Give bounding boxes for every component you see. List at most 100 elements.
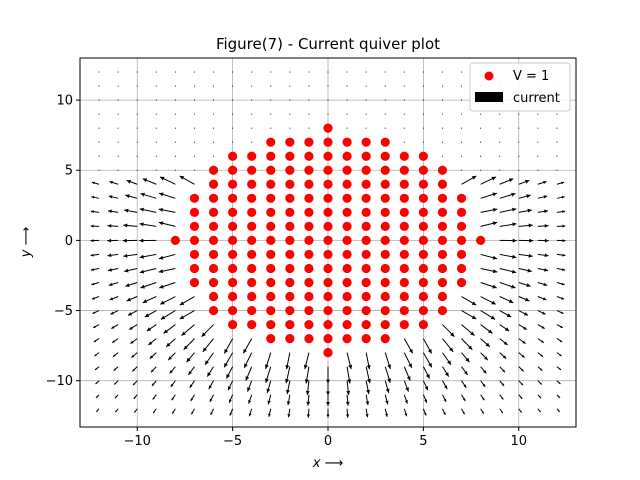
data-point bbox=[266, 334, 276, 344]
quiver-arrow bbox=[460, 141, 463, 143]
quiver-arrowhead bbox=[286, 401, 291, 406]
data-point bbox=[380, 305, 390, 316]
quiver-arrow bbox=[155, 99, 157, 101]
quiver-arrowhead bbox=[365, 401, 370, 406]
quiver-arrow bbox=[537, 127, 539, 129]
legend: V = 1 current bbox=[469, 62, 571, 112]
data-point bbox=[437, 179, 448, 189]
data-point bbox=[323, 235, 333, 245]
quiver-arrowhead bbox=[108, 209, 112, 214]
quiver-arrow bbox=[212, 71, 215, 73]
quiver-arrowhead bbox=[107, 238, 112, 243]
data-point bbox=[208, 193, 219, 203]
data-point bbox=[247, 221, 257, 231]
data-point bbox=[418, 207, 428, 217]
quiver-arrowhead bbox=[90, 268, 95, 271]
quiver-arrowhead bbox=[209, 398, 213, 402]
quiver-arrowhead bbox=[201, 332, 206, 337]
quiver-arrow bbox=[117, 127, 119, 129]
quiver-arrowhead bbox=[125, 283, 130, 287]
data-point bbox=[228, 179, 238, 189]
data-point bbox=[266, 137, 276, 147]
data-point bbox=[323, 305, 333, 316]
quiver-arrow bbox=[537, 155, 539, 157]
data-point bbox=[285, 319, 295, 330]
quiver-arrowhead bbox=[544, 209, 548, 214]
data-point bbox=[285, 179, 295, 189]
quiver-arrow bbox=[346, 85, 348, 87]
quiver-arrowhead bbox=[144, 313, 150, 318]
data-point bbox=[380, 179, 390, 189]
quiver-arrow bbox=[289, 99, 291, 101]
data-point bbox=[380, 334, 390, 344]
quiver-arrowhead bbox=[108, 195, 113, 199]
quiver-arrowhead bbox=[562, 224, 566, 228]
quiver-arrowhead bbox=[224, 362, 228, 368]
quiver-arrowhead bbox=[133, 396, 136, 399]
data-point bbox=[399, 207, 409, 217]
quiver-arrowhead bbox=[158, 221, 164, 226]
quiver-arrowhead bbox=[326, 379, 330, 384]
data-point bbox=[456, 207, 467, 217]
quiver-arrowhead bbox=[95, 382, 98, 384]
data-point bbox=[361, 165, 371, 175]
quiver-arrow bbox=[460, 169, 463, 171]
quiver-arrow bbox=[117, 99, 119, 101]
data-point bbox=[285, 165, 295, 175]
data-point bbox=[323, 348, 333, 358]
quiver-arrowhead bbox=[163, 329, 168, 334]
data-point bbox=[228, 221, 238, 231]
quiver-arrowhead bbox=[153, 411, 156, 414]
quiver-arrowhead bbox=[95, 368, 98, 371]
quiver-arrowhead bbox=[512, 254, 517, 259]
quiver-arrowhead bbox=[91, 297, 95, 300]
quiver-arrowhead bbox=[560, 311, 564, 314]
quiver-arrowhead bbox=[385, 413, 388, 417]
quiver-arrow bbox=[346, 71, 348, 73]
quiver-arrow bbox=[308, 127, 310, 129]
quiver-arrow bbox=[422, 85, 424, 87]
quiver-arrowhead bbox=[529, 238, 534, 243]
quiver-arrows bbox=[90, 71, 566, 418]
quiver-arrow bbox=[136, 155, 138, 157]
data-point bbox=[437, 235, 448, 245]
quiver-arrowhead bbox=[166, 342, 171, 347]
quiver-arrow bbox=[136, 169, 138, 171]
quiver-arrowhead bbox=[228, 399, 232, 403]
quiver-arrowhead bbox=[508, 299, 514, 303]
data-point bbox=[304, 137, 314, 147]
quiver-arrowhead bbox=[558, 410, 560, 412]
quiver-arrowhead bbox=[264, 364, 269, 369]
quiver-arrowhead bbox=[559, 339, 563, 342]
quiver-arrow bbox=[346, 99, 348, 101]
data-point bbox=[304, 291, 314, 302]
quiver-arrowhead bbox=[130, 340, 134, 344]
quiver-arrowhead bbox=[160, 315, 166, 320]
data-point bbox=[247, 291, 257, 302]
quiver-arrowhead bbox=[527, 268, 532, 273]
data-point bbox=[208, 207, 219, 217]
quiver-arrow bbox=[193, 127, 196, 129]
data-point bbox=[189, 193, 200, 203]
quiver-arrow bbox=[98, 141, 100, 143]
quiver-arrowhead bbox=[408, 348, 413, 354]
data-point bbox=[361, 305, 371, 316]
quiver-arrowhead bbox=[462, 411, 465, 415]
quiver-arrow bbox=[499, 169, 501, 171]
quiver-arrow bbox=[556, 113, 558, 115]
quiver-arrowhead bbox=[404, 399, 408, 404]
data-point bbox=[323, 179, 333, 189]
data-point bbox=[208, 179, 219, 189]
data-point bbox=[323, 319, 333, 330]
quiver-arrowhead bbox=[542, 180, 547, 184]
data-point bbox=[399, 291, 409, 302]
data-point bbox=[285, 193, 295, 203]
quiver-arrowhead bbox=[463, 384, 467, 388]
quiver-arrowhead bbox=[168, 356, 173, 361]
quiver-arrow bbox=[499, 141, 501, 143]
data-point bbox=[361, 221, 371, 231]
data-point bbox=[304, 334, 314, 344]
data-point bbox=[323, 221, 333, 231]
data-point bbox=[342, 221, 352, 231]
